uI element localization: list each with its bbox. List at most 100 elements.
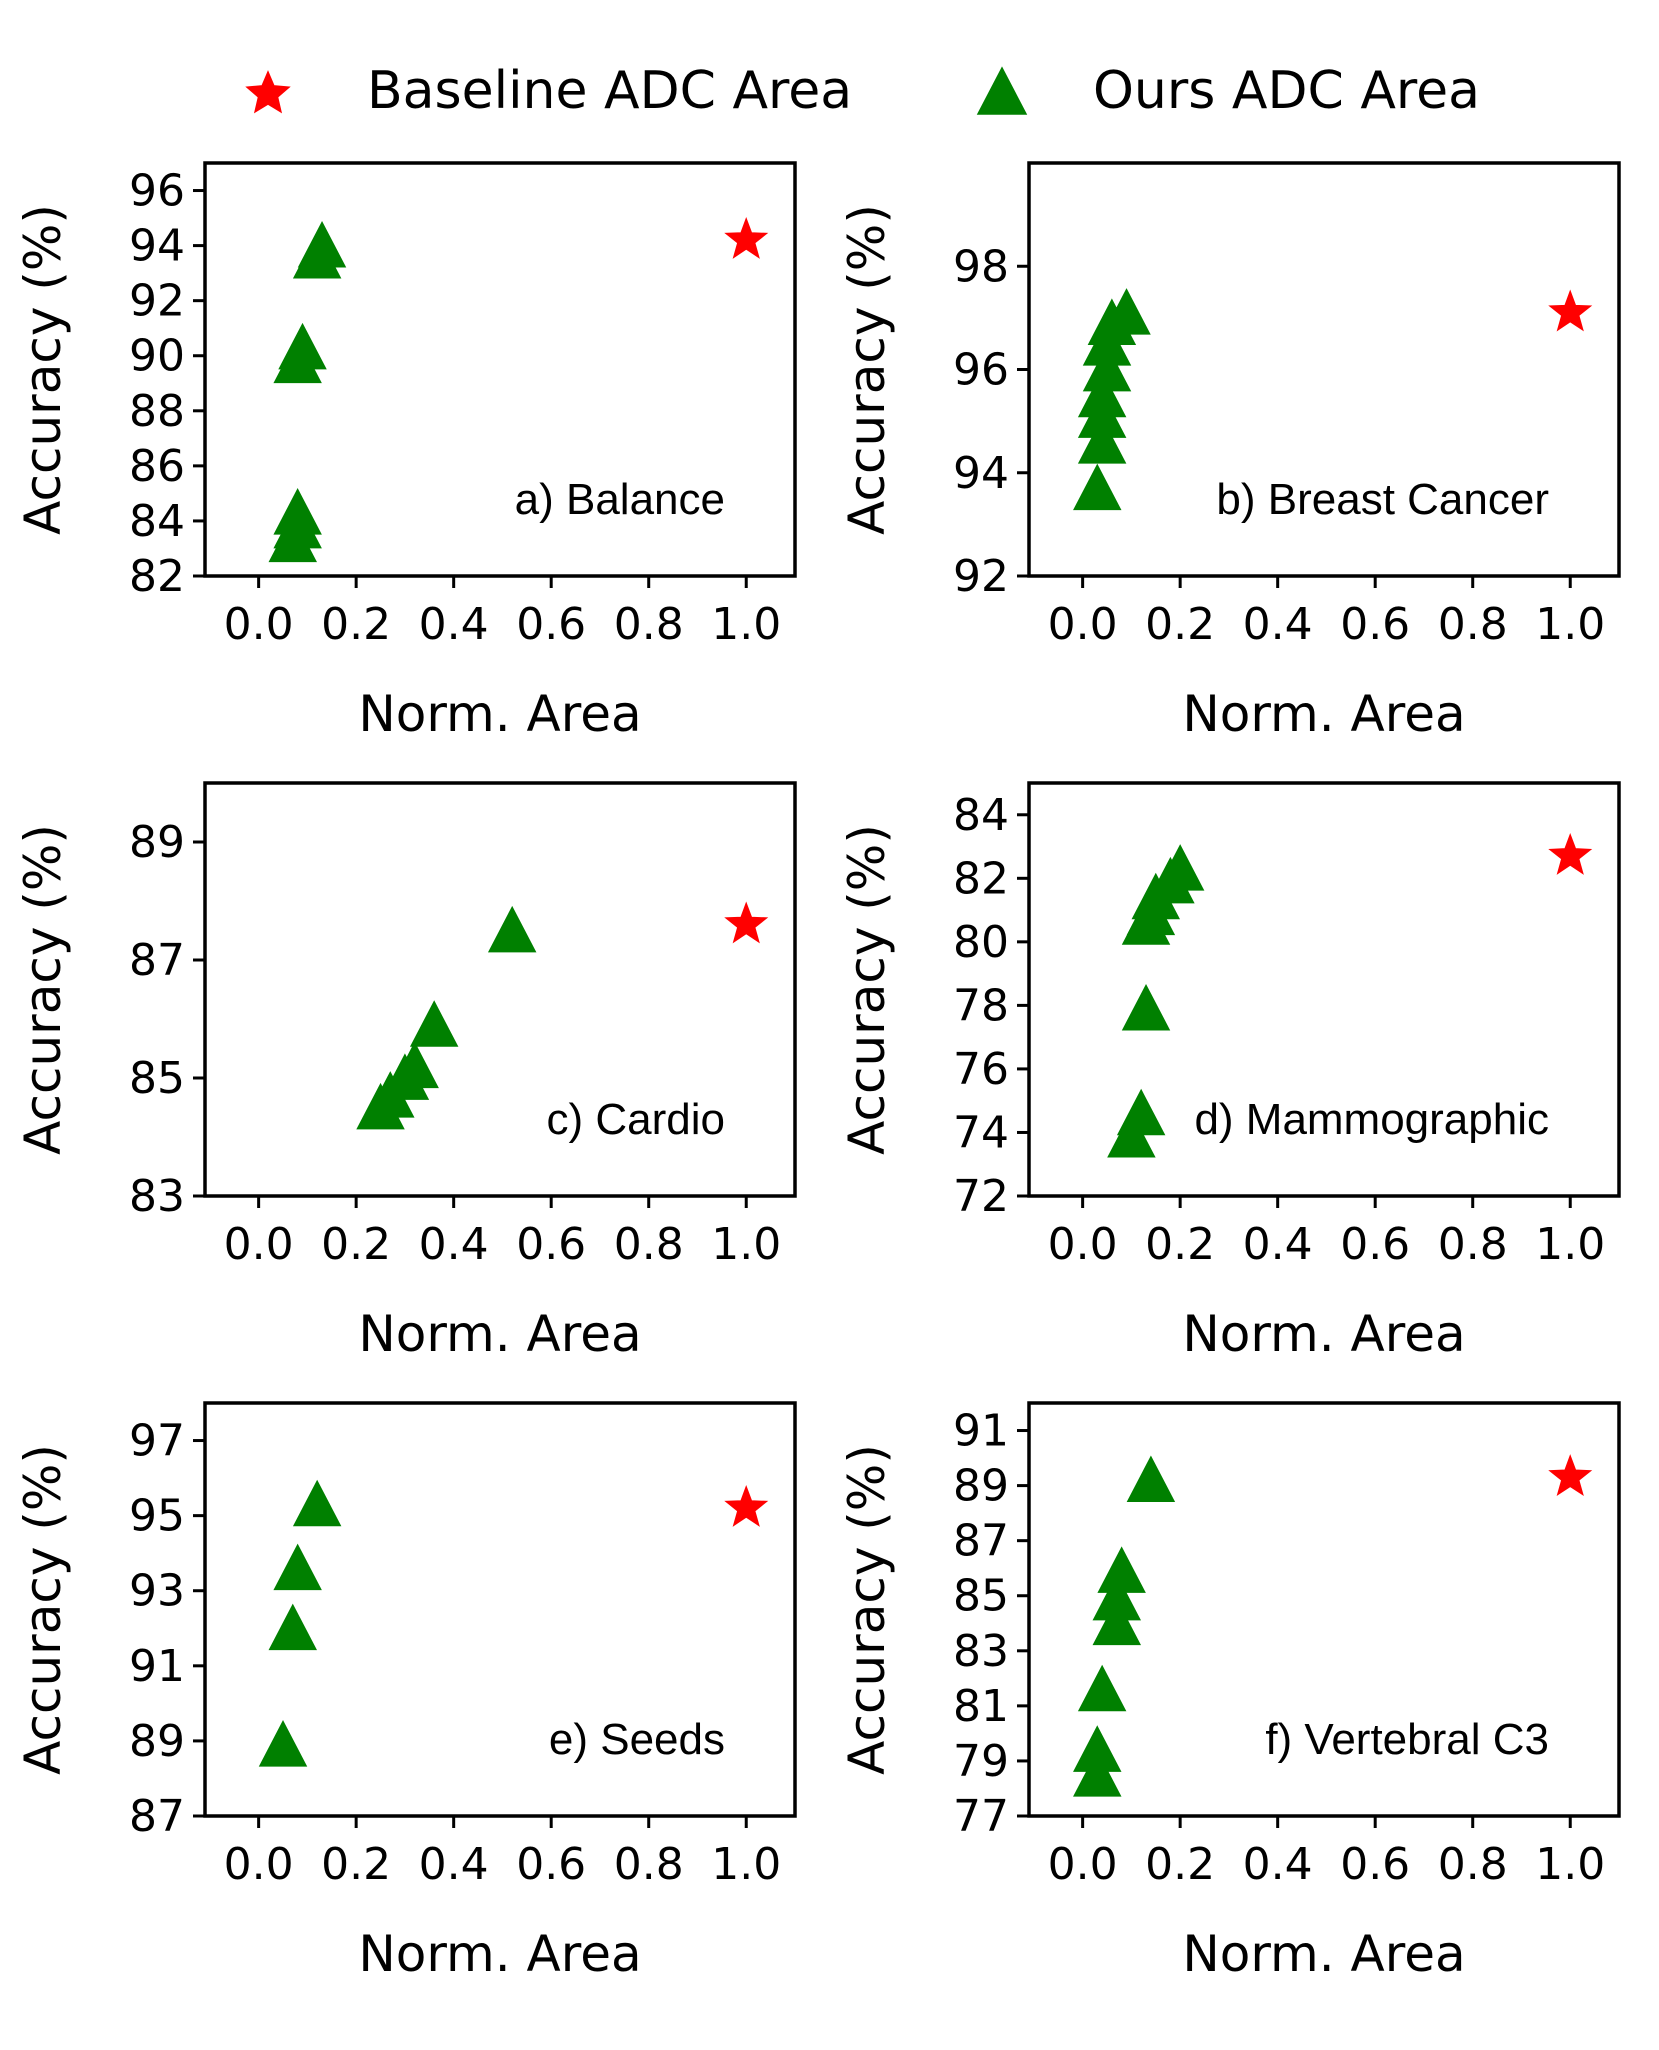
x-tick-label: 1.0 <box>1535 599 1605 650</box>
x-tick-label: 0.6 <box>516 1839 586 1890</box>
ours-triangle-marker <box>273 336 322 384</box>
plot-frame <box>203 1401 797 1818</box>
x-tick-label: 0.6 <box>516 1219 586 1270</box>
y-tick-label: 92 <box>953 551 1009 602</box>
panel-4: 0.0 0.2 0.4 0.6 0.8 1.0 72 74 76 78 80 82 84 Norm. Ar… <box>838 781 1621 1363</box>
y-tick-label: 97 <box>129 1416 185 1467</box>
ours-triangle-marker <box>1077 417 1127 464</box>
x-tick-label: 0.8 <box>614 1839 684 1890</box>
y-axis-title: Accuracy (%) <box>14 824 72 1155</box>
y-tick-label: 94 <box>953 448 1009 499</box>
x-axis-title: Norm. Area <box>358 1305 641 1363</box>
legend-ours-triangle-marker <box>976 66 1028 115</box>
x-tick-label: 0.8 <box>614 599 684 650</box>
ours-triangle-marker <box>1092 1598 1142 1646</box>
legend-baseline-label: Baseline ADC Area <box>367 61 852 121</box>
y-tick-label: 84 <box>953 790 1009 841</box>
y-tick-label: 96 <box>953 345 1009 396</box>
panel-label: f) Vertebral C3 <box>1265 1715 1549 1764</box>
x-tick-label: 0.4 <box>419 1839 489 1890</box>
plot-frame <box>203 161 797 578</box>
y-tick-label: 74 <box>953 1107 1009 1158</box>
y-tick-label: 81 <box>953 1681 1009 1732</box>
x-tick-label: 0.6 <box>1340 1219 1410 1270</box>
panels: 0.0 0.2 0.4 0.6 0.8 1.08284868890929496Norm. … <box>14 161 1621 1983</box>
y-tick-label: 89 <box>129 1716 185 1767</box>
y-tick-label: 88 <box>129 386 185 437</box>
y-tick-label: 91 <box>129 1641 185 1692</box>
ours-triangle-marker <box>258 1720 308 1767</box>
baseline-star-marker <box>724 1484 769 1527</box>
x-tick-label: 0.4 <box>1243 1839 1313 1890</box>
ours-triangle-marker <box>356 1082 405 1130</box>
legend-ours-label: Ours ADC Area <box>1093 61 1480 121</box>
ours-triangle-marker <box>1121 983 1171 1031</box>
ours-triangle-marker <box>487 905 537 953</box>
y-tick-label: 86 <box>129 441 185 492</box>
y-tick-label: 76 <box>953 1044 1009 1095</box>
ours-triangle-marker <box>1107 1111 1156 1158</box>
y-tick-label: 87 <box>129 935 185 986</box>
y-tick-label: 92 <box>129 276 185 327</box>
y-tick-label: 85 <box>953 1571 1009 1622</box>
y-tick-label: 87 <box>129 1791 185 1842</box>
legend: Baseline ADC Area Ours ADC Area <box>245 61 1480 121</box>
y-tick-label: 80 <box>953 917 1009 968</box>
baseline-star-marker <box>1548 1454 1593 1497</box>
panel-label: a) Balance <box>515 475 725 524</box>
ours-triangle-marker <box>1126 1455 1176 1502</box>
x-tick-label: 0.2 <box>1145 1839 1215 1890</box>
panel-label: c) Cardio <box>547 1095 726 1144</box>
ours-triangle-marker <box>1073 463 1122 511</box>
ours-triangle-marker <box>268 515 318 563</box>
x-axis-title: Norm. Area <box>358 685 641 743</box>
x-tick-label: 1.0 <box>1535 1839 1605 1890</box>
x-axis-title: Norm. Area <box>1182 1305 1465 1363</box>
x-tick-label: 0.2 <box>1145 599 1215 650</box>
ours-triangle-marker <box>268 1603 318 1651</box>
y-axis-title: Accuracy (%) <box>838 204 896 535</box>
plot-frame <box>1027 161 1621 578</box>
plot-frame <box>1027 781 1621 1198</box>
x-tick-label: 0.4 <box>1243 1219 1313 1270</box>
y-axis-title: Accuracy (%) <box>838 824 896 1155</box>
y-tick-label: 98 <box>953 241 1009 292</box>
y-tick-label: 82 <box>953 853 1009 904</box>
y-tick-label: 90 <box>129 331 185 382</box>
x-axis-title: Norm. Area <box>358 1925 641 1983</box>
ours-triangle-marker <box>292 1479 342 1527</box>
y-tick-label: 94 <box>129 221 185 272</box>
ours-triangle-marker <box>1121 898 1171 945</box>
y-tick-label: 82 <box>129 551 185 602</box>
ours-triangle-marker <box>292 231 342 279</box>
plot-frame <box>1027 1401 1621 1818</box>
y-tick-label: 78 <box>953 980 1009 1031</box>
y-tick-label: 85 <box>129 1053 185 1104</box>
panel-3: 0.0 0.2 0.4 0.6 0.8 1.0 83 85 87 89 Norm. Area Accu… <box>14 781 797 1363</box>
x-tick-label: 0.8 <box>614 1219 684 1270</box>
panel-label: d) Mammographic <box>1194 1095 1549 1144</box>
x-tick-label: 0.0 <box>224 599 294 650</box>
baseline-star-marker <box>1548 289 1593 332</box>
x-tick-label: 0.0 <box>1048 1219 1118 1270</box>
x-tick-label: 1.0 <box>1535 1219 1605 1270</box>
panel-label: b) Breast Cancer <box>1216 475 1549 524</box>
y-tick-label: 83 <box>953 1626 1009 1677</box>
x-tick-label: 0.2 <box>1145 1219 1215 1270</box>
x-tick-label: 1.0 <box>711 1839 781 1890</box>
x-tick-label: 0.8 <box>1438 599 1508 650</box>
panel-5: 0.0 0.2 0.4 0.6 0.8 1.0 87 89 91 93 95 97 Norm. Area… <box>14 1401 797 1983</box>
ours-triangle-marker <box>273 1543 322 1591</box>
x-tick-label: 0.4 <box>419 599 489 650</box>
y-tick-label: 93 <box>129 1566 185 1617</box>
x-tick-label: 0.4 <box>419 1219 489 1270</box>
ours-triangle-marker <box>409 1000 459 1047</box>
y-tick-label: 83 <box>129 1171 185 1222</box>
ours-triangle-marker <box>1077 1664 1127 1712</box>
x-tick-label: 1.0 <box>711 1219 781 1270</box>
y-axis-title: Accuracy (%) <box>838 1444 896 1775</box>
panel-2: 0.0 0.2 0.4 0.6 0.8 1.0 92 94 96 98 Norm. Area Accu… <box>838 161 1621 743</box>
